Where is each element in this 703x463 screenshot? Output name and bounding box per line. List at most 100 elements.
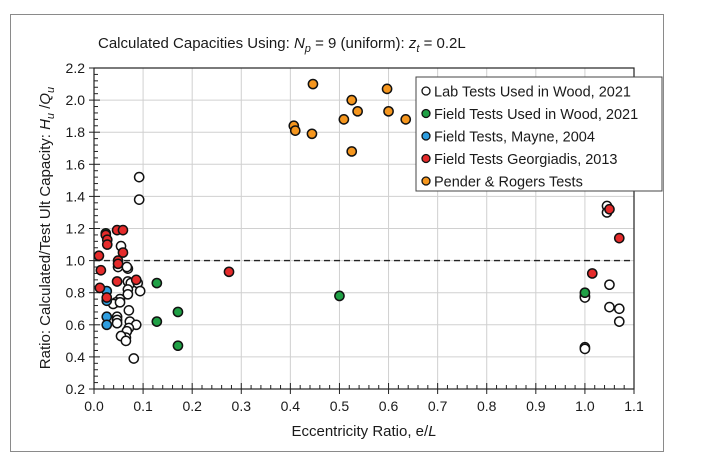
legend: Lab Tests Used in Wood, 2021 Field Tests … xyxy=(415,76,663,192)
data-point xyxy=(93,250,105,262)
x-tick-label: 0.6 xyxy=(379,398,399,414)
y-tick-label: 1.8 xyxy=(66,124,86,140)
legend-label: Field Tests, Mayne, 2004 xyxy=(434,130,595,146)
data-point xyxy=(134,285,146,297)
y-axis-title-slash: / xyxy=(37,104,54,113)
x-tick-label: 1.1 xyxy=(624,398,644,414)
x-axis-title-text: Eccentricity Ratio, e/ xyxy=(291,423,429,440)
data-point xyxy=(120,335,132,347)
y-tick-label: 1.2 xyxy=(66,221,86,237)
x-tick-label: 0.0 xyxy=(84,398,104,414)
y-axis-title-q: Q xyxy=(37,93,54,105)
legend-label: Pender & Rogers Tests xyxy=(434,175,583,191)
x-tick-label: 1.0 xyxy=(575,398,595,414)
legend-label: Field Tests Georgiadis, 2013 xyxy=(434,152,618,168)
legend-label: Lab Tests Used in Wood, 2021 xyxy=(434,85,631,101)
title-np-sub: p xyxy=(304,43,311,55)
x-tick-label: 0.7 xyxy=(428,398,448,414)
series-4 xyxy=(288,78,412,157)
data-point xyxy=(579,287,591,299)
y-tick-label: 0.4 xyxy=(66,349,86,365)
y-tick-label: 1.4 xyxy=(66,188,86,204)
x-tick-label: 0.5 xyxy=(330,398,350,414)
title-zt-symbol: z xyxy=(408,35,417,52)
series-3 xyxy=(93,203,625,303)
series-0 xyxy=(107,171,625,364)
legend-marker xyxy=(421,176,431,186)
series-1 xyxy=(100,227,591,352)
data-point xyxy=(586,268,598,279)
data-point xyxy=(123,305,135,316)
x-tick-label: 0.2 xyxy=(182,398,202,414)
data-point xyxy=(613,303,625,315)
y-tick-label: 1.0 xyxy=(66,253,86,269)
x-tick-label: 0.1 xyxy=(133,398,153,414)
data-points xyxy=(93,78,625,364)
data-point xyxy=(172,306,184,318)
y-tick-label: 2.0 xyxy=(66,92,86,108)
y-axis-title-h: H xyxy=(37,119,54,130)
x-tick-label: 0.9 xyxy=(526,398,546,414)
data-point xyxy=(613,316,625,327)
legend-marker xyxy=(421,153,431,164)
data-point xyxy=(400,114,412,125)
data-point xyxy=(289,125,301,136)
data-point xyxy=(111,317,123,329)
data-point xyxy=(346,146,358,157)
data-point xyxy=(352,105,363,117)
x-tick-label: 0.4 xyxy=(281,398,301,414)
y-tick-label: 1.6 xyxy=(66,156,86,172)
data-point xyxy=(223,266,235,278)
legend-marker xyxy=(421,108,431,119)
data-point xyxy=(613,232,625,244)
data-point xyxy=(101,292,113,303)
legend-box xyxy=(415,76,663,192)
data-point xyxy=(94,282,106,294)
title-prefix: Calculated Capacities Using: xyxy=(98,35,294,52)
data-point xyxy=(130,274,142,286)
data-point xyxy=(381,83,393,95)
data-point xyxy=(604,301,615,313)
data-point xyxy=(151,277,163,289)
data-point xyxy=(111,276,123,287)
data-point xyxy=(579,343,591,355)
chart-title: Calculated Capacities Using: Np = 9 (uni… xyxy=(98,35,466,55)
data-point xyxy=(604,279,615,291)
data-point xyxy=(307,78,319,90)
data-point xyxy=(101,239,113,250)
x-axis-title: Eccentricity Ratio, e/L xyxy=(291,423,436,440)
x-tick-label: 0.3 xyxy=(232,398,252,414)
title-zt-sub: t xyxy=(416,43,420,55)
axes: 0.0 0.1 0.2 0.3 0.4 0.5 0.6 0.7 0.8 0.9 1.0 1.1 0.2 0… xyxy=(66,60,644,414)
data-point xyxy=(172,340,184,352)
data-point xyxy=(306,128,318,140)
y-axis-title-q-sub: u xyxy=(45,87,57,93)
y-tick-label: 0.8 xyxy=(66,285,86,301)
x-axis-title-italic: L xyxy=(428,423,436,440)
data-point xyxy=(117,224,129,236)
title-np-symbol: N xyxy=(294,35,305,52)
y-tick-label: 2.2 xyxy=(66,60,86,76)
data-point xyxy=(114,296,126,308)
legend-marker xyxy=(421,86,431,96)
data-point xyxy=(128,353,140,364)
y-axis-title-text: Ratio: Calculated/Test Ult Capacity: xyxy=(37,130,54,369)
data-point xyxy=(112,258,124,270)
y-tick-label: 0.2 xyxy=(66,381,86,397)
data-point xyxy=(121,261,133,273)
data-point xyxy=(122,288,134,300)
y-axis-title-h-sub: u xyxy=(45,113,57,119)
data-point xyxy=(334,290,345,302)
x-tick-label: 0.8 xyxy=(477,398,497,414)
legend-label: Field Tests Used in Wood, 2021 xyxy=(434,107,638,123)
data-point xyxy=(133,194,145,205)
y-tick-label: 0.6 xyxy=(66,317,86,333)
data-point xyxy=(133,171,145,183)
title-np-value: = 9 (uniform): xyxy=(311,35,409,52)
data-point xyxy=(151,316,163,327)
data-point xyxy=(117,247,129,258)
data-point xyxy=(338,114,350,125)
title-zt-value: = 0.2L xyxy=(419,35,465,52)
data-point xyxy=(101,319,113,331)
